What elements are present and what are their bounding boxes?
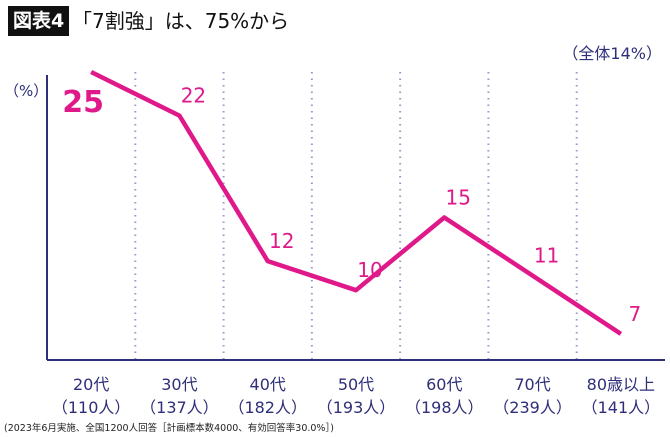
x-tick-label: 60代 <box>426 375 462 394</box>
x-tick-sublabel: （239人） <box>493 398 572 417</box>
x-tick-sublabel: （137人） <box>140 398 219 417</box>
data-label: 15 <box>446 185 471 209</box>
chart-title: 「7割強」は、75%から <box>72 9 290 33</box>
data-label: 22 <box>181 84 206 108</box>
x-tick-sublabel: （198人） <box>405 398 484 417</box>
x-tick-label: 30代 <box>161 375 197 394</box>
data-label: 25 <box>62 85 104 120</box>
data-label: 11 <box>534 244 559 268</box>
x-tick-label: 20代 <box>73 375 109 394</box>
data-label: 10 <box>357 258 382 282</box>
figure-badge: 図表4 <box>8 6 70 36</box>
x-tick-sublabel: （182人） <box>228 398 307 417</box>
footnote: (2023年6月実施、全国1200人回答［計画標本数4000、有効回答率30.0… <box>4 423 334 434</box>
y-axis-unit: （%） <box>4 82 49 100</box>
x-tick-sublabel: （110人） <box>52 398 131 417</box>
series-line <box>90 69 623 336</box>
x-tick-sublabel: （193人） <box>317 398 396 417</box>
x-tick-sublabel: （141人） <box>582 398 661 417</box>
x-tick-label: 50代 <box>338 375 374 394</box>
x-tick-label: 70代 <box>514 375 550 394</box>
x-tick-label: 40代 <box>250 375 286 394</box>
chart-subtitle: （全体14%） <box>562 44 662 63</box>
data-label: 7 <box>628 302 641 326</box>
x-tick-label: 80歳以上 <box>587 375 655 394</box>
data-label: 12 <box>269 229 294 253</box>
